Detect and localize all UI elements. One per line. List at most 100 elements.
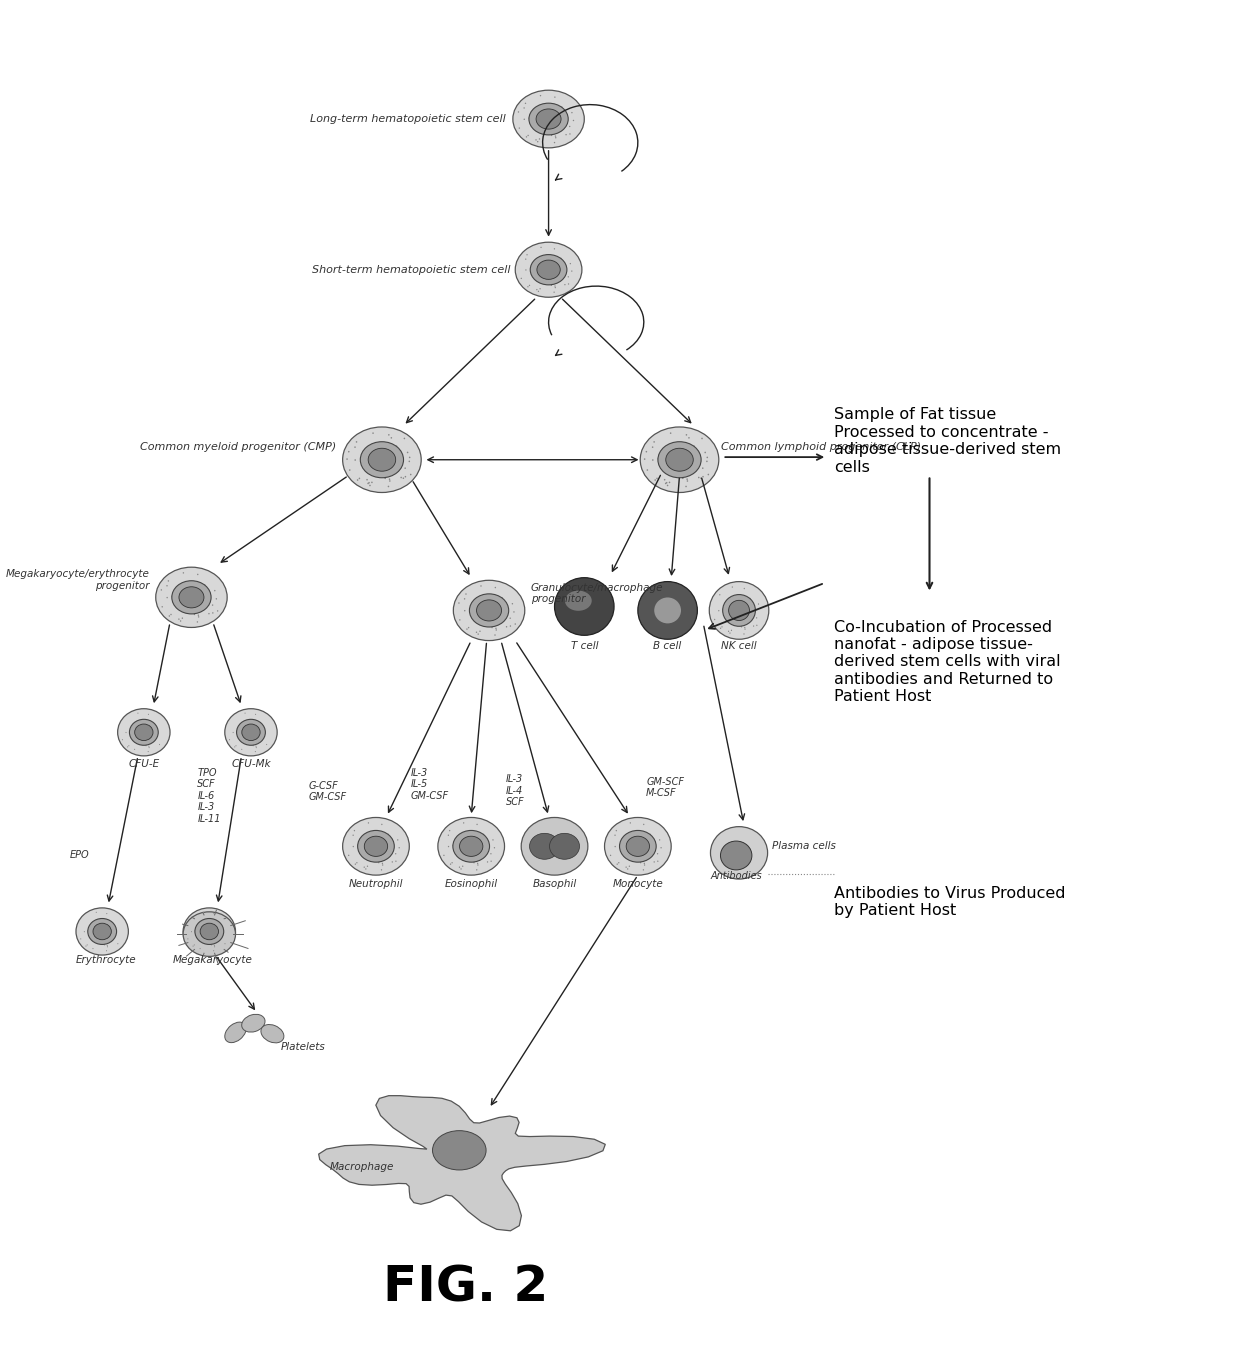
Ellipse shape	[615, 830, 618, 831]
Ellipse shape	[451, 863, 453, 864]
Ellipse shape	[212, 612, 213, 614]
Ellipse shape	[521, 277, 522, 278]
Ellipse shape	[410, 474, 412, 475]
Ellipse shape	[433, 1130, 486, 1170]
Ellipse shape	[449, 830, 450, 831]
Ellipse shape	[559, 272, 560, 273]
Ellipse shape	[476, 609, 477, 610]
Ellipse shape	[374, 444, 377, 445]
Ellipse shape	[463, 822, 464, 823]
Ellipse shape	[179, 587, 203, 607]
Ellipse shape	[371, 856, 372, 857]
Text: TPO
SCF
IL-6
IL-3
IL-11: TPO SCF IL-6 IL-3 IL-11	[197, 767, 221, 824]
Ellipse shape	[635, 831, 636, 833]
Ellipse shape	[362, 463, 363, 465]
Ellipse shape	[367, 457, 368, 459]
Ellipse shape	[487, 846, 489, 848]
Ellipse shape	[666, 448, 693, 471]
Ellipse shape	[470, 594, 508, 627]
Ellipse shape	[179, 595, 180, 597]
Ellipse shape	[615, 846, 616, 848]
Ellipse shape	[568, 276, 569, 277]
Ellipse shape	[170, 614, 171, 616]
Ellipse shape	[533, 261, 534, 262]
Text: Plasma cells: Plasma cells	[773, 841, 836, 852]
Ellipse shape	[135, 723, 153, 741]
Ellipse shape	[486, 594, 487, 595]
Ellipse shape	[536, 289, 537, 291]
Ellipse shape	[618, 863, 620, 864]
Ellipse shape	[653, 861, 655, 863]
Ellipse shape	[656, 478, 657, 479]
Ellipse shape	[657, 860, 658, 861]
Ellipse shape	[551, 135, 552, 137]
Ellipse shape	[546, 104, 547, 105]
Ellipse shape	[634, 856, 635, 857]
Ellipse shape	[184, 609, 185, 610]
Ellipse shape	[357, 830, 394, 863]
Ellipse shape	[459, 867, 460, 868]
Ellipse shape	[629, 865, 630, 867]
Ellipse shape	[389, 838, 391, 839]
Ellipse shape	[528, 117, 529, 119]
Ellipse shape	[494, 848, 495, 849]
Ellipse shape	[551, 285, 552, 287]
Ellipse shape	[625, 867, 626, 868]
Text: IL-3
IL-5
GM-CSF: IL-3 IL-5 GM-CSF	[410, 767, 449, 801]
Ellipse shape	[512, 603, 513, 605]
Ellipse shape	[404, 467, 405, 470]
Ellipse shape	[529, 833, 559, 860]
Ellipse shape	[665, 457, 666, 459]
Ellipse shape	[543, 130, 544, 131]
Ellipse shape	[346, 459, 348, 460]
Ellipse shape	[407, 452, 408, 453]
Text: Common myeloid progenitor (CMP): Common myeloid progenitor (CMP)	[140, 442, 337, 452]
Ellipse shape	[541, 247, 542, 248]
Ellipse shape	[652, 459, 653, 461]
Ellipse shape	[646, 470, 649, 471]
Ellipse shape	[534, 268, 536, 269]
Ellipse shape	[195, 919, 223, 945]
Ellipse shape	[365, 854, 366, 856]
Ellipse shape	[639, 849, 640, 850]
Ellipse shape	[458, 844, 459, 845]
Ellipse shape	[156, 568, 227, 628]
Ellipse shape	[702, 467, 703, 470]
Ellipse shape	[368, 459, 370, 460]
Ellipse shape	[182, 572, 184, 573]
Ellipse shape	[626, 854, 627, 856]
Ellipse shape	[352, 834, 353, 835]
Ellipse shape	[392, 846, 393, 848]
Ellipse shape	[169, 616, 170, 617]
Ellipse shape	[568, 284, 569, 285]
Ellipse shape	[554, 577, 614, 635]
Text: GM-SCF
M-CSF: GM-SCF M-CSF	[646, 777, 684, 799]
Ellipse shape	[392, 861, 393, 863]
Ellipse shape	[662, 449, 663, 450]
Ellipse shape	[197, 586, 198, 587]
Ellipse shape	[464, 857, 465, 859]
Ellipse shape	[537, 277, 538, 278]
Ellipse shape	[197, 573, 198, 575]
Ellipse shape	[562, 106, 563, 108]
Ellipse shape	[554, 259, 556, 261]
Ellipse shape	[549, 121, 551, 123]
Text: Basophil: Basophil	[532, 879, 577, 890]
Ellipse shape	[368, 448, 396, 471]
Ellipse shape	[205, 584, 206, 586]
Ellipse shape	[527, 135, 528, 137]
Ellipse shape	[554, 287, 556, 288]
Ellipse shape	[404, 476, 407, 478]
Ellipse shape	[622, 837, 624, 838]
Ellipse shape	[217, 610, 218, 612]
Ellipse shape	[166, 586, 167, 587]
Text: Macrophage: Macrophage	[330, 1163, 394, 1173]
Ellipse shape	[644, 459, 646, 460]
Ellipse shape	[485, 838, 486, 839]
Ellipse shape	[605, 818, 671, 875]
Ellipse shape	[523, 119, 525, 120]
Ellipse shape	[372, 433, 373, 434]
Ellipse shape	[363, 845, 365, 846]
Ellipse shape	[536, 109, 560, 130]
Ellipse shape	[655, 479, 656, 480]
